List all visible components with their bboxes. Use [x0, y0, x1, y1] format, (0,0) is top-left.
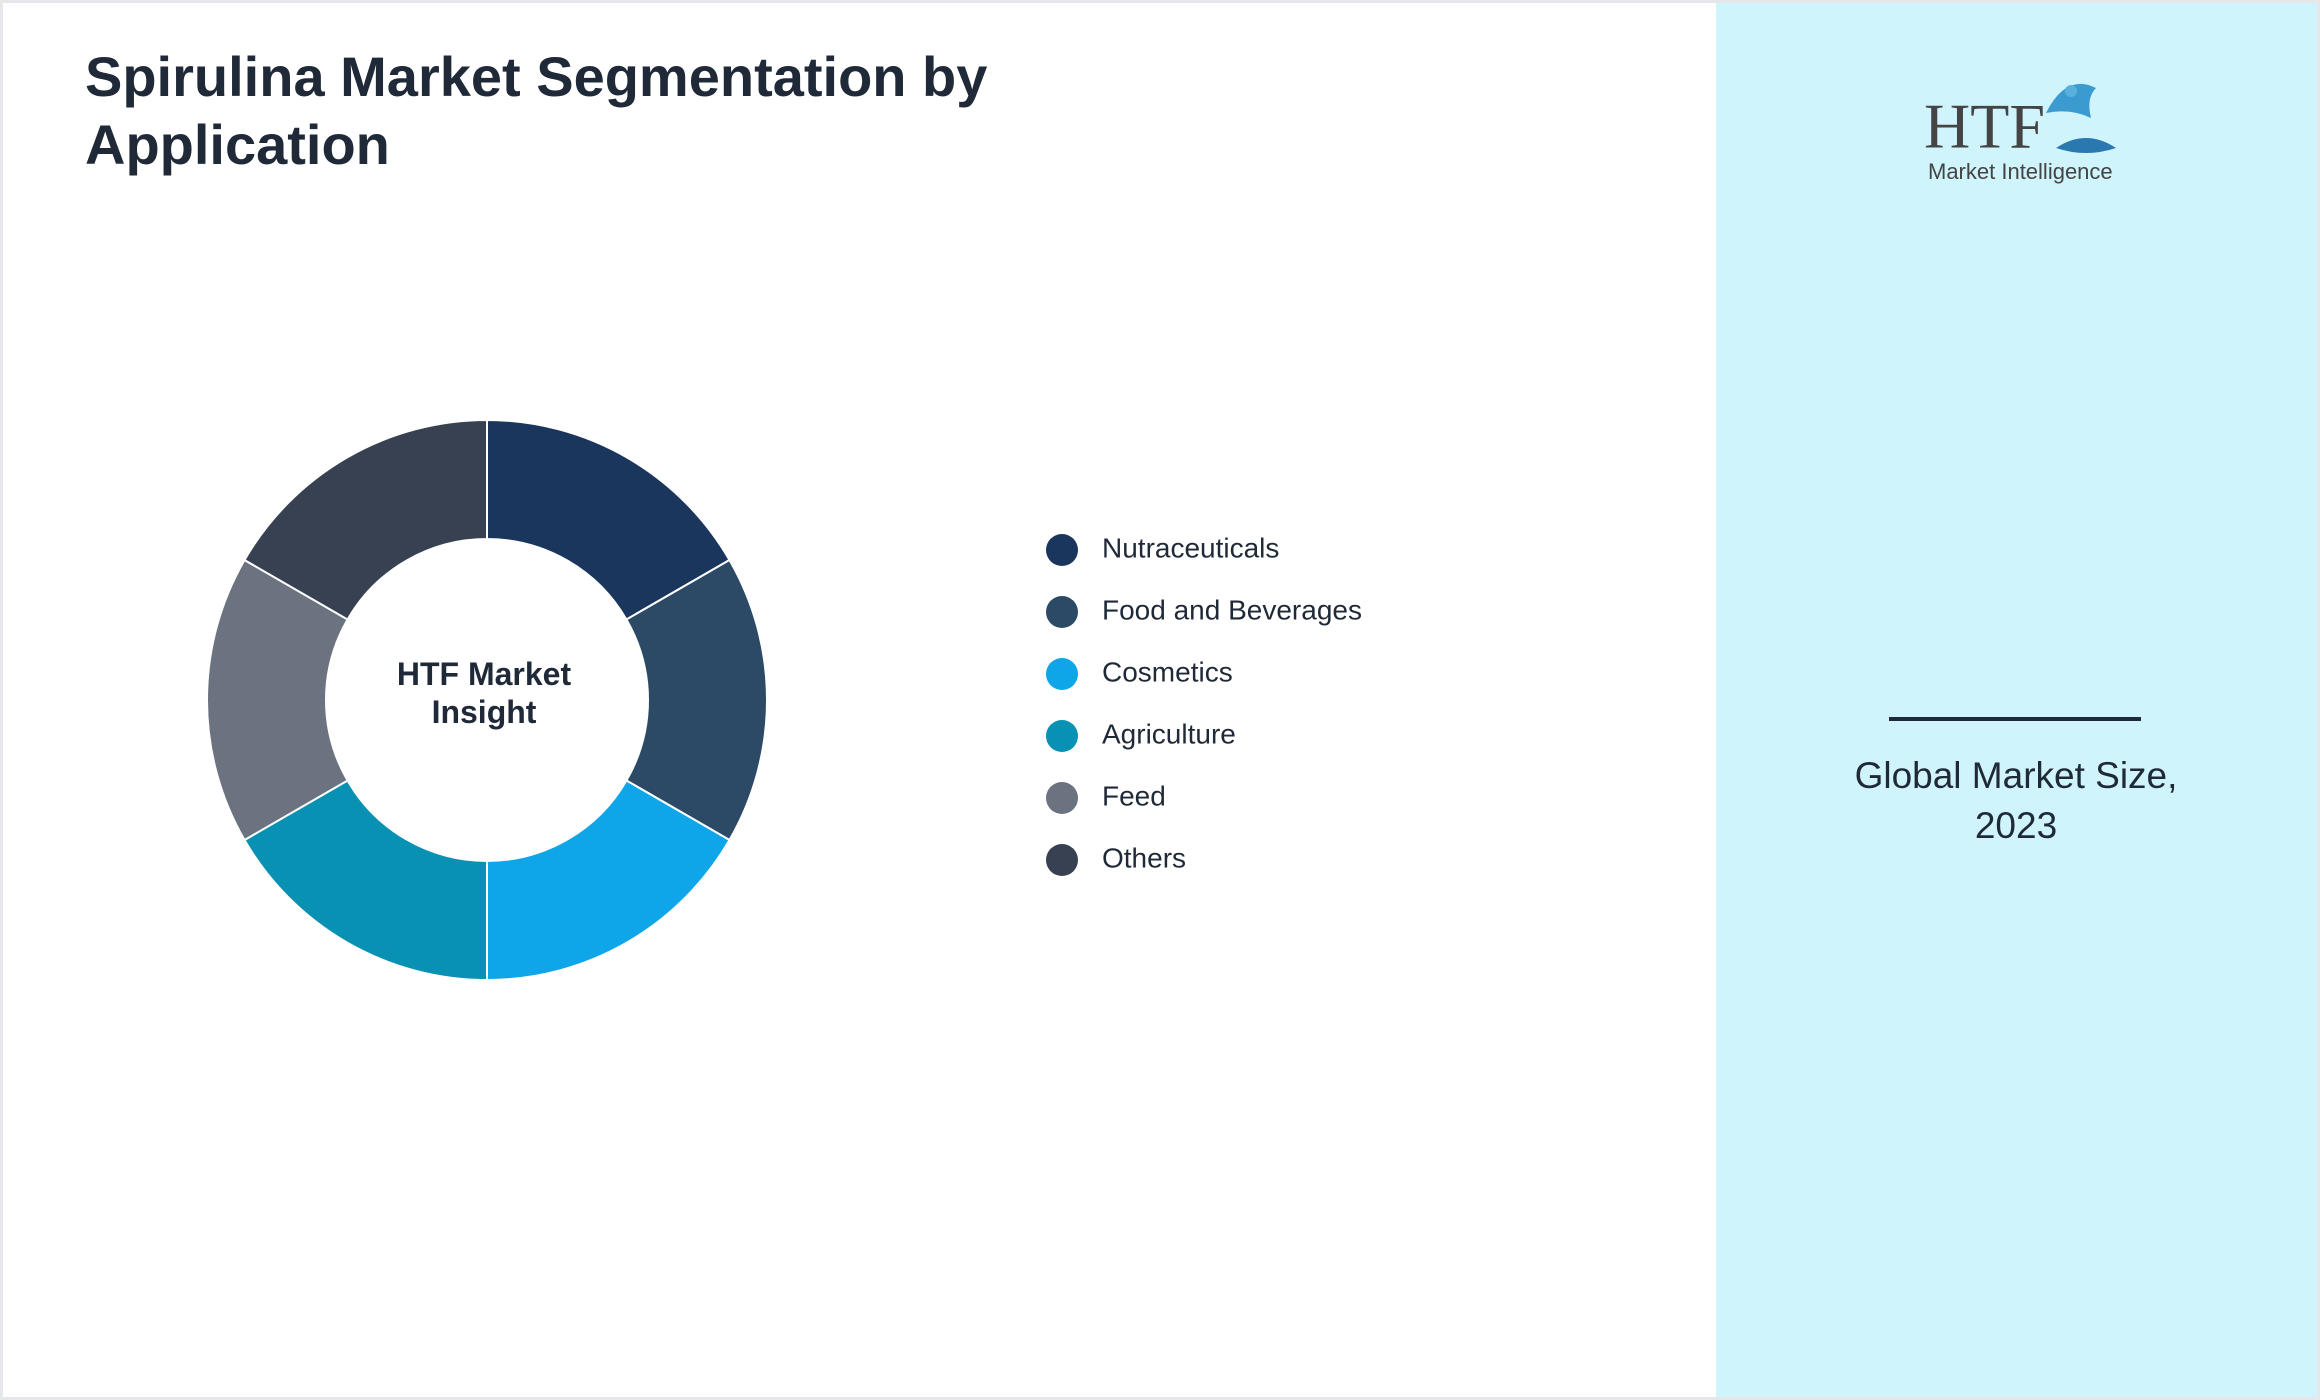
- legend-label: Agriculture: [1102, 718, 1236, 749]
- logo-icon: [2065, 85, 2077, 97]
- legend-label: Feed: [1102, 780, 1166, 811]
- legend-swatch: [1046, 596, 1078, 628]
- sidebar: HTF Market Intelligence Global Market Si…: [1716, 3, 2317, 1397]
- donut-segment: [243, 418, 488, 621]
- logo-icon: [2056, 138, 2116, 153]
- caption: Global Market Size, 2023: [1854, 755, 2178, 846]
- logo: HTF Market Intelligence: [1924, 83, 2116, 184]
- donut-segment: [206, 558, 349, 842]
- center-label: HTF Market Insight: [396, 656, 572, 730]
- divider: [1889, 717, 2141, 721]
- chart: Nutraceuticals Food and Beverages Cosmetic…: [206, 418, 1362, 982]
- legend-label: Others: [1102, 842, 1186, 873]
- legend-swatch: [1046, 844, 1078, 876]
- logo-mark: HTF: [1924, 91, 2045, 162]
- legend-swatch: [1046, 720, 1078, 752]
- legend-label: Food and Beverages: [1102, 594, 1362, 625]
- logo-icon: [2046, 83, 2096, 118]
- donut-segment: [486, 779, 731, 982]
- donut-segment: [486, 418, 731, 621]
- logo-text: Market Intelligence: [1928, 159, 2113, 184]
- legend-swatch: [1046, 534, 1078, 566]
- legend-swatch: [1046, 782, 1078, 814]
- chart-title: Spirulina Market Segmentation by Applica…: [85, 45, 988, 176]
- legend-swatch: [1046, 658, 1078, 690]
- donut-segment: [625, 558, 768, 842]
- donut-segment: [243, 779, 488, 982]
- legend-label: Cosmetics: [1102, 656, 1233, 687]
- legend-label: Nutraceuticals: [1102, 532, 1279, 563]
